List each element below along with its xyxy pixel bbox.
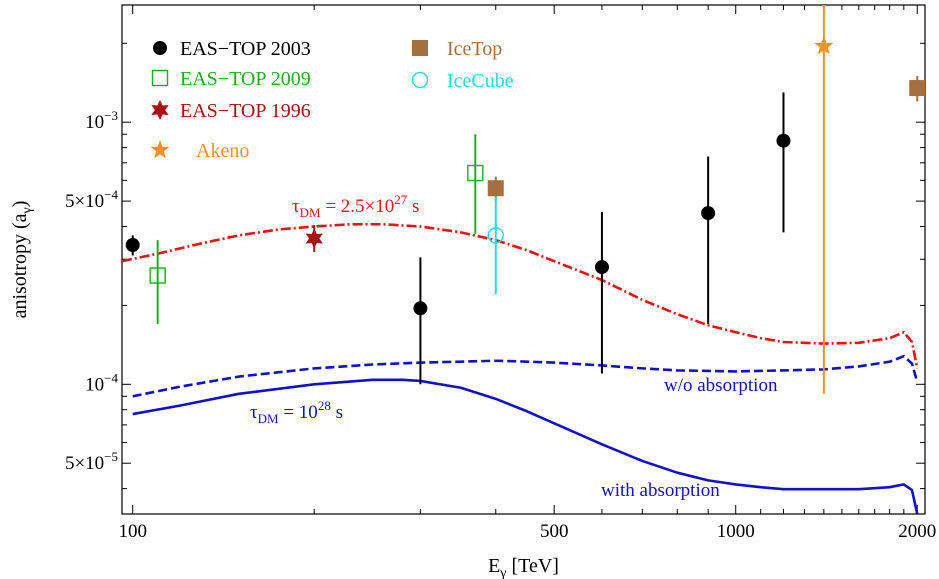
annotation-tau-red: τDM = 2.5×1027 s	[292, 192, 419, 220]
x-tick-label: 500	[540, 521, 569, 542]
legend-marker	[412, 40, 428, 56]
data-point	[701, 206, 716, 221]
legend-item: IceCube	[411, 70, 514, 92]
series-akeno	[814, 5, 834, 394]
y-tick-label: 5×10−4	[65, 187, 119, 212]
legend-label: Akeno	[196, 140, 249, 162]
legend-label: EAS−TOP 1996	[180, 100, 311, 122]
legend-label: EAS−TOP 2009	[180, 68, 311, 90]
data-point	[487, 227, 504, 244]
y-tick-label: 10−4	[85, 370, 118, 395]
y-tick-label: 10−3	[85, 108, 118, 133]
series-icecube	[487, 196, 504, 295]
data-points	[125, 5, 925, 394]
legend-item: EAS−TOP 1996	[151, 100, 311, 122]
x-tick-label: 1000	[717, 521, 755, 542]
legend: EAS−TOP 2003 EAS−TOP 2009 EAS−TOP 1996 Aken…	[150, 38, 514, 162]
data-point	[125, 237, 140, 252]
annotation-tau-blue: τDM = 1028 s	[250, 398, 343, 426]
y-tick-label: 5×10−5	[65, 449, 118, 474]
axis-ticks	[122, 5, 925, 514]
data-point	[594, 260, 609, 275]
series-icetop	[487, 76, 925, 202]
data-point	[814, 36, 834, 55]
legend-marker	[151, 69, 169, 87]
legend-marker	[150, 140, 170, 159]
blue-dashed-curve	[132, 354, 919, 398]
x-axis-title: Eγ [TeV]	[488, 555, 559, 579]
data-point	[413, 301, 428, 316]
series-eas-top-2003	[125, 92, 791, 385]
model-curves	[122, 222, 919, 514]
legend-item: EAS−TOP 2009	[151, 68, 311, 90]
legend-label: EAS−TOP 2003	[180, 38, 311, 60]
data-point	[909, 80, 925, 97]
legend-label: IceCube	[447, 70, 514, 92]
legend-label: IceTop	[447, 38, 502, 60]
legend-marker	[153, 41, 167, 55]
data-point	[149, 267, 166, 284]
x-tick-label: 100	[118, 521, 147, 542]
series-eas-top-1996	[305, 225, 323, 252]
data-point	[487, 180, 504, 197]
legend-item: Akeno	[150, 140, 249, 162]
y-axis-title: anisotropy (aγ)	[9, 201, 35, 319]
legend-marker	[151, 100, 169, 120]
data-point	[467, 164, 484, 182]
data-point	[776, 133, 791, 148]
annotation-with-absorption: with absorption	[601, 480, 720, 501]
series-eas-top-2009	[149, 134, 484, 324]
blue-solid-curve	[132, 378, 919, 514]
legend-item: IceTop	[412, 38, 502, 60]
legend-marker	[411, 71, 429, 89]
red-dashdot-curve	[122, 222, 919, 369]
x-tick-label: 2000	[898, 521, 936, 542]
annotation-wo-absorption: w/o absorption	[664, 375, 778, 396]
legend-item: EAS−TOP 2003	[153, 38, 311, 60]
data-point	[305, 228, 323, 249]
